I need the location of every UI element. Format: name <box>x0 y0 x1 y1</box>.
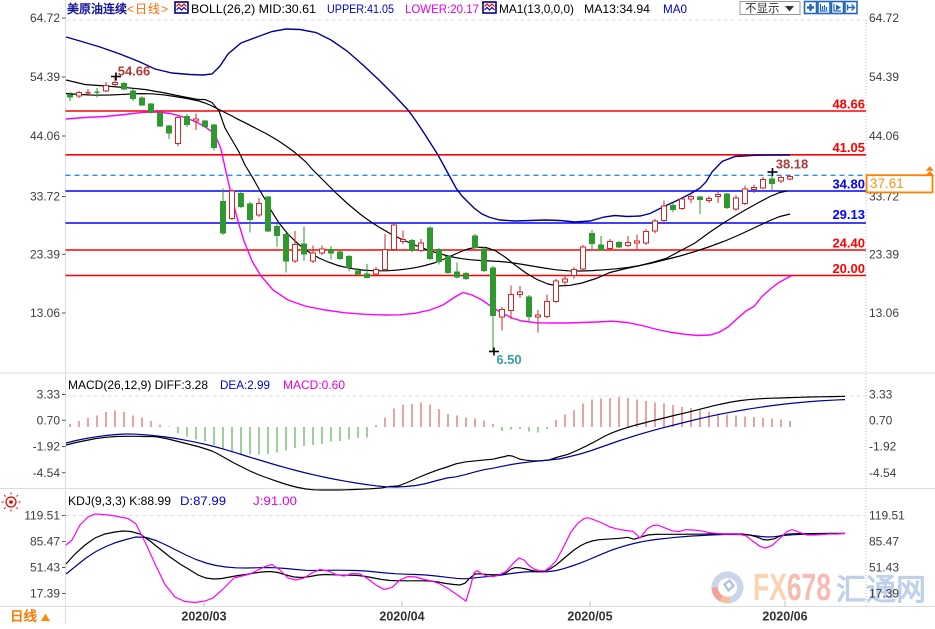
svg-text:MACD:0.60: MACD:0.60 <box>283 378 345 392</box>
svg-text:13.06: 13.06 <box>30 306 60 320</box>
svg-text:51.43: 51.43 <box>869 561 899 575</box>
svg-text:6.50: 6.50 <box>496 352 521 367</box>
svg-text:美原油连续: 美原油连续 <box>67 1 127 16</box>
svg-text:KDJ(9,3,3) K:88.99: KDJ(9,3,3) K:88.99 <box>68 494 171 508</box>
svg-text:2020/03: 2020/03 <box>181 610 226 624</box>
svg-text:24.40: 24.40 <box>832 236 865 251</box>
svg-text:85.47: 85.47 <box>30 535 60 549</box>
svg-text:0.70: 0.70 <box>869 414 893 428</box>
svg-text:34.80: 34.80 <box>832 177 865 192</box>
svg-text:3.33: 3.33 <box>37 388 61 402</box>
svg-text:41.05: 41.05 <box>832 140 865 155</box>
svg-text:54.39: 54.39 <box>869 70 899 84</box>
svg-text:不显示: 不显示 <box>745 2 780 15</box>
svg-text:33.72: 33.72 <box>30 190 60 204</box>
svg-text:LOWER:20.17: LOWER:20.17 <box>405 2 479 16</box>
svg-text:汇通网: 汇通网 <box>836 574 926 607</box>
svg-text:J:91.00: J:91.00 <box>253 494 297 508</box>
svg-text:44.06: 44.06 <box>869 129 899 143</box>
svg-text:29.13: 29.13 <box>832 207 865 222</box>
svg-text:51.43: 51.43 <box>30 561 60 575</box>
svg-text:DEA:2.99: DEA:2.99 <box>220 378 270 392</box>
svg-text:FX678: FX678 <box>753 567 831 609</box>
svg-text:UPPER:41.05: UPPER:41.05 <box>327 2 394 16</box>
svg-text:54.66: 54.66 <box>118 64 151 79</box>
svg-text:2020/05: 2020/05 <box>567 610 612 624</box>
svg-text:MA1(13,0,0,0): MA1(13,0,0,0) <box>499 2 574 16</box>
svg-text:日线: 日线 <box>10 608 37 624</box>
svg-text:MA13:34.94: MA13:34.94 <box>584 2 650 16</box>
svg-text:<日线>: <日线> <box>127 2 168 16</box>
svg-text:85.47: 85.47 <box>869 535 899 549</box>
svg-text:23.39: 23.39 <box>30 248 60 262</box>
svg-text:38.18: 38.18 <box>776 157 809 172</box>
svg-text:-1.92: -1.92 <box>33 440 61 454</box>
svg-text:MA0: MA0 <box>663 2 687 16</box>
svg-text:48.66: 48.66 <box>832 97 865 112</box>
svg-text:37.61: 37.61 <box>870 176 904 191</box>
svg-text:-4.54: -4.54 <box>869 466 897 480</box>
svg-text:20.00: 20.00 <box>832 261 865 276</box>
svg-text:BOLL(26,2) MID:30.61: BOLL(26,2) MID:30.61 <box>191 2 316 16</box>
svg-text:64.72: 64.72 <box>869 11 899 25</box>
svg-text:3.33: 3.33 <box>869 388 893 402</box>
svg-text:17.39: 17.39 <box>869 587 899 601</box>
svg-text:0.70: 0.70 <box>37 414 61 428</box>
svg-text:64.72: 64.72 <box>30 11 60 25</box>
svg-text:44.06: 44.06 <box>30 129 60 143</box>
svg-text:2020/06: 2020/06 <box>762 610 807 624</box>
svg-text:17.39: 17.39 <box>30 587 60 601</box>
svg-text:MACD(26,12,9) DIFF:3.28: MACD(26,12,9) DIFF:3.28 <box>68 378 208 392</box>
svg-text:13.06: 13.06 <box>869 306 899 320</box>
svg-text:D:87.99: D:87.99 <box>180 494 226 508</box>
svg-text:-4.54: -4.54 <box>33 466 61 480</box>
svg-text:-1.92: -1.92 <box>869 440 897 454</box>
svg-text:119.51: 119.51 <box>869 509 905 523</box>
svg-text:23.39: 23.39 <box>869 248 899 262</box>
svg-text:54.39: 54.39 <box>30 70 60 84</box>
svg-text:119.51: 119.51 <box>24 509 60 523</box>
svg-text:2020/04: 2020/04 <box>379 610 424 624</box>
